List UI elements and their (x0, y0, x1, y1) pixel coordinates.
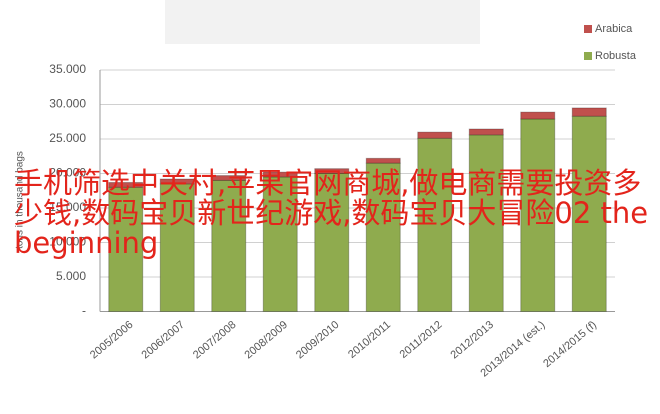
y-tick-label: - (82, 304, 86, 318)
bar-segment (108, 181, 144, 188)
title-box (165, 0, 480, 44)
bar-segment (520, 118, 556, 312)
bar-segment (571, 107, 607, 117)
legend-swatch (584, 25, 592, 33)
x-tick-label: 2010/2011 (346, 319, 393, 361)
x-tick-label: 2012/2013 (448, 319, 496, 362)
overlay-text: 手机筛选中关村,苹果官网商城,做电商需要投资多少钱,数码宝贝新世纪游戏,数码宝贝… (14, 166, 649, 260)
x-tick-label: 2011/2012 (398, 319, 445, 361)
bar-segment (365, 157, 401, 164)
x-tick-label: 2008/2009 (242, 319, 290, 362)
y-tick-label: 20.000 (49, 166, 86, 180)
bar-segment (571, 115, 607, 313)
bar-segment (314, 173, 350, 312)
bar-segment (211, 179, 247, 312)
bar-segment (262, 171, 298, 178)
x-tick-label: 2007/2008 (191, 319, 239, 362)
x-tick-label: 2014/2015 (f) (541, 319, 599, 370)
y-axis-label: tons in thousand bags (15, 151, 26, 249)
bar-segment (159, 183, 195, 313)
bar-segment (314, 168, 350, 174)
bar-segment (365, 162, 401, 312)
x-tick-label: 2006/2007 (139, 319, 187, 362)
y-tick-label: 10.000 (49, 235, 86, 249)
bar-segment (417, 137, 453, 312)
bar-segment (417, 131, 453, 139)
y-tick-label: 15.000 (49, 200, 86, 214)
bar-segment (468, 134, 504, 312)
legend-swatch (584, 52, 592, 60)
bar-segment (468, 128, 504, 136)
y-tick-label: 30.000 (49, 97, 86, 111)
y-tick-label: 5.000 (56, 269, 86, 283)
bar-segment (211, 175, 247, 181)
legend-label: Robusta (595, 50, 637, 62)
y-tick-label: 35.000 (49, 62, 86, 76)
legend-label: Arabica (595, 23, 633, 35)
y-tick-label: 25.000 (49, 131, 86, 145)
x-tick-label: 2005/2006 (88, 319, 136, 362)
x-tick-label: 2009/2010 (294, 319, 342, 362)
bar-segment (520, 111, 556, 120)
bar-segment (159, 178, 195, 185)
bar-segment (108, 186, 144, 312)
